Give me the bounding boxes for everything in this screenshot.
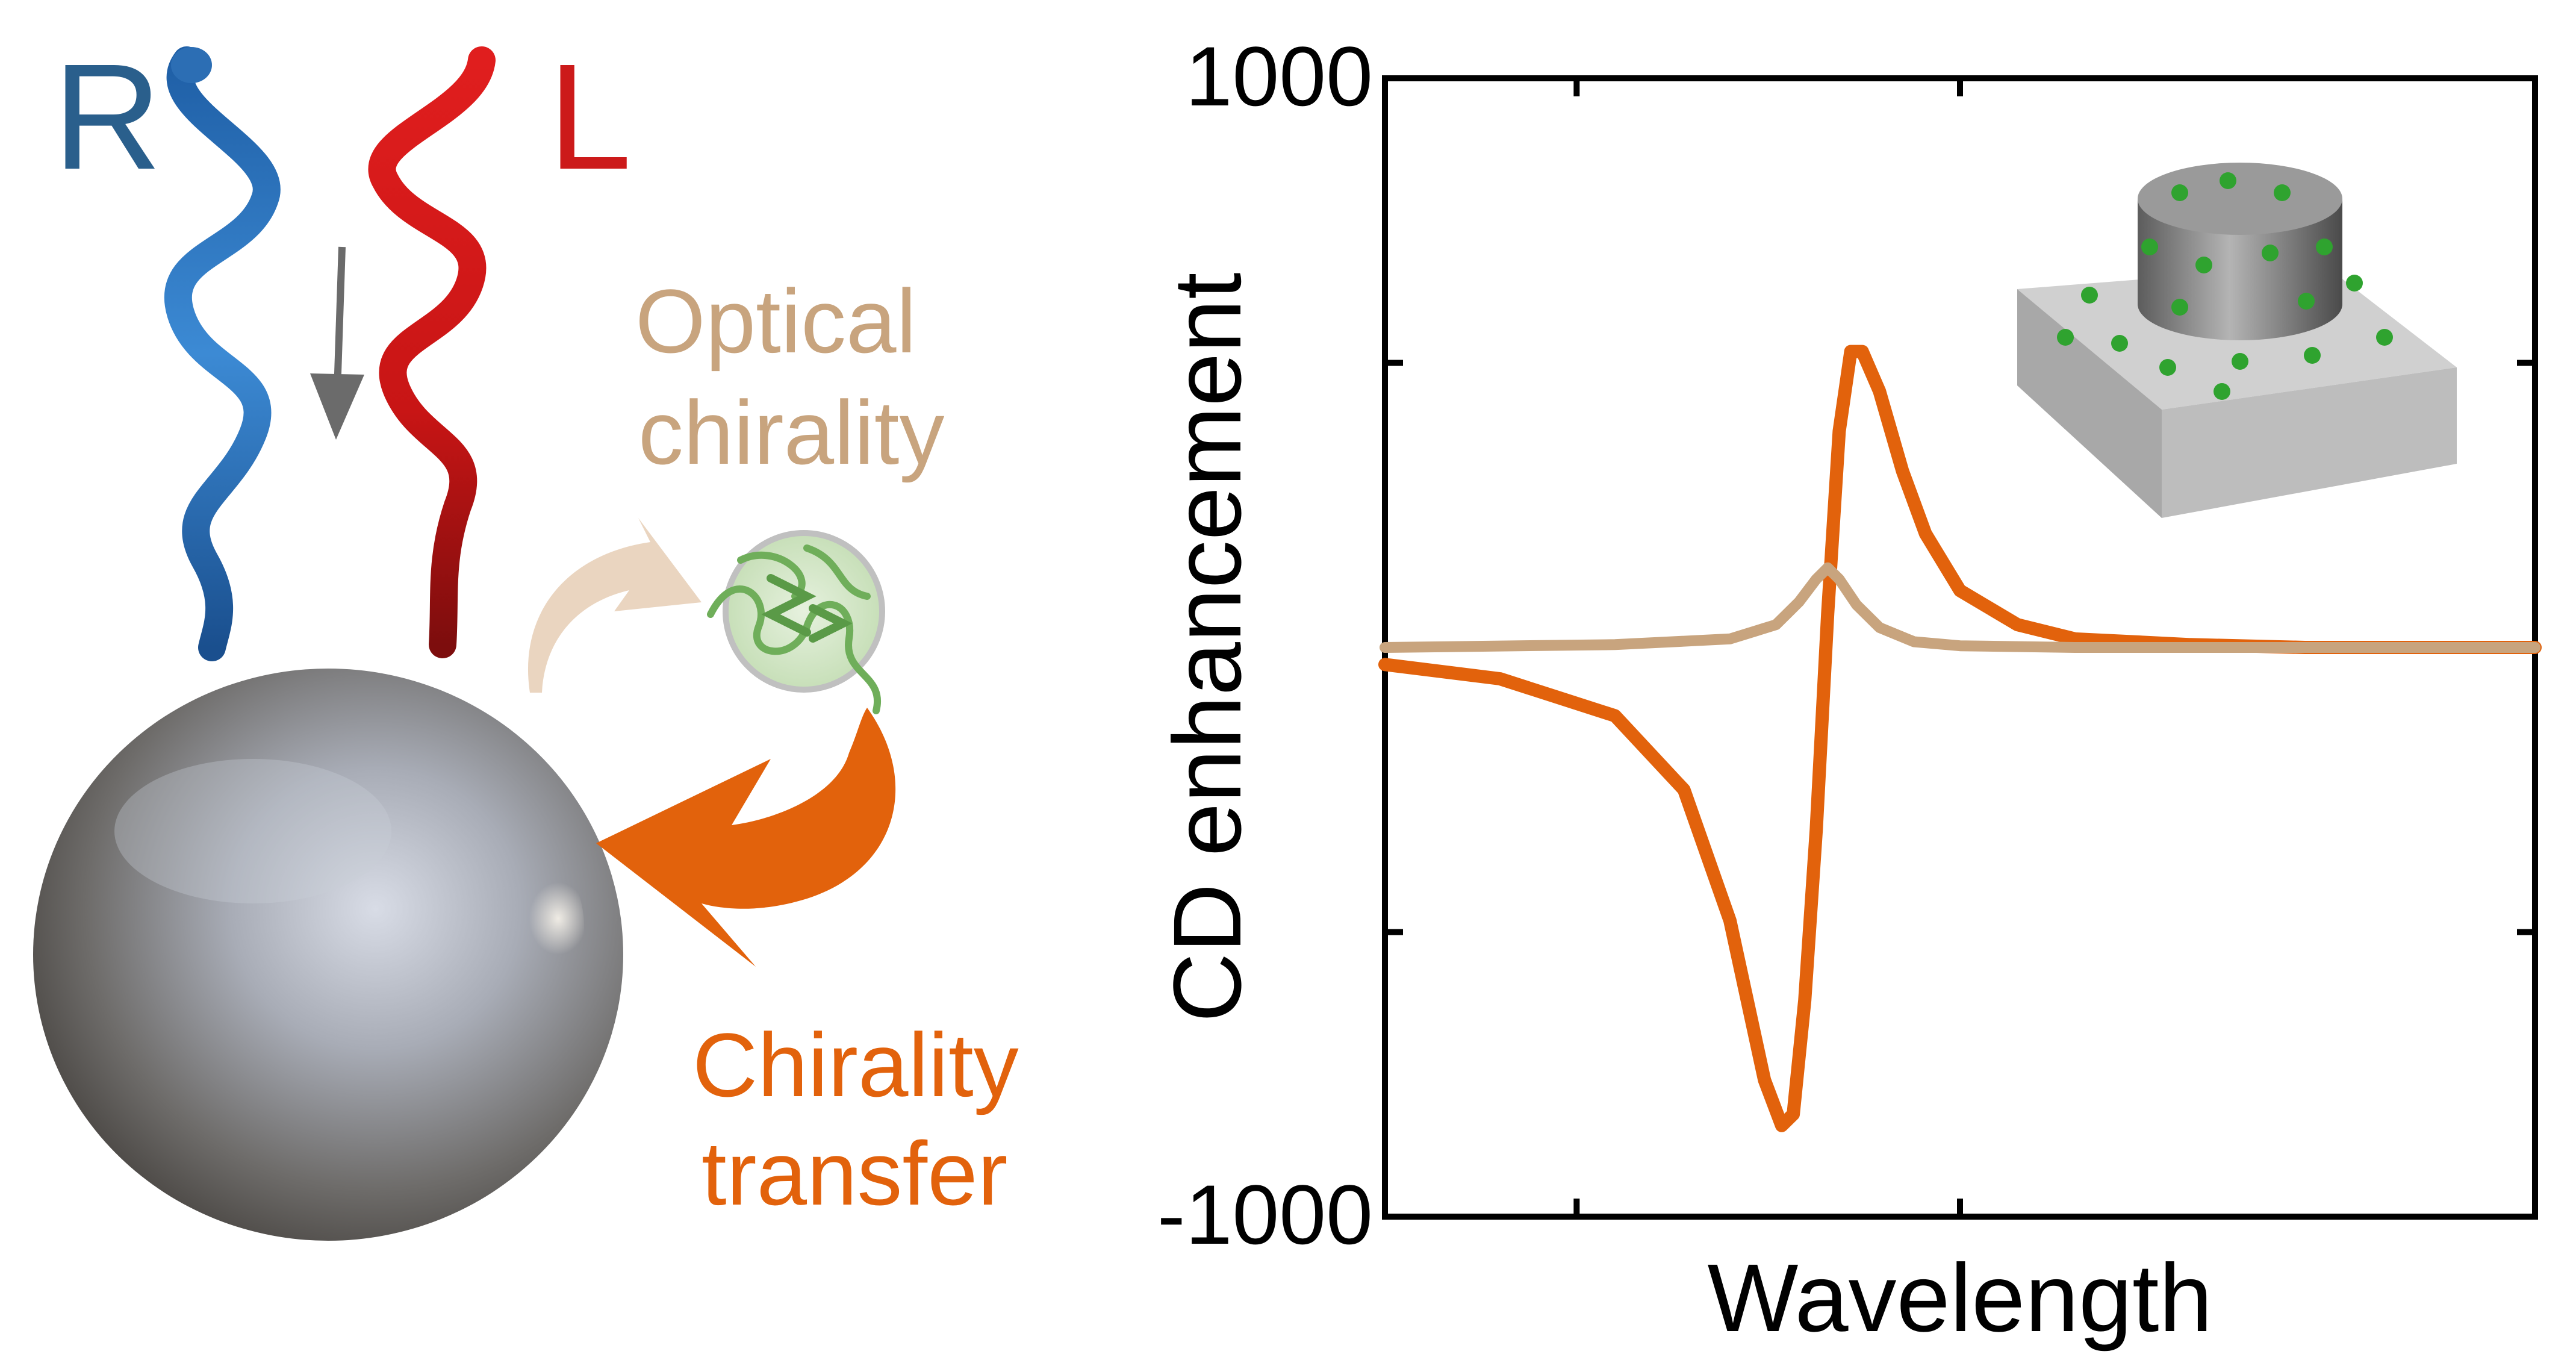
chirality-transfer-label-line2: transfer [702,1123,1008,1224]
optical-chirality-label-line1: Optical [635,270,916,372]
helix-left-icon [368,46,496,658]
down-arrow-icon [310,246,364,440]
sphere-icon [33,669,623,1241]
chirality-transfer-label-line1: Chirality [692,1014,1019,1115]
series-line-beige [1380,562,2540,653]
y-tick-label-bottom: -1000 [1157,1167,1373,1262]
curved-arrow-icon [596,708,896,967]
y-axis-label: CD enhancement [1153,272,1261,1022]
helix-right-cap [171,47,212,83]
optical-chirality-label-line2: chirality [638,382,944,483]
series-line-orange [1378,345,2542,1132]
series-layer [1378,345,2542,1132]
x-axis-label: Wavelength [1708,1244,2213,1352]
optical-arrow-icon [527,518,702,693]
y-tick-label-top: 1000 [1186,29,1373,123]
cd-chart: 1000 -1000 Wavelength CD enhancement [1153,29,2542,1352]
helix-right-icon [164,46,281,661]
right-handed-label: R [53,33,162,201]
molecule-icon [707,530,885,714]
left-handed-label: L [548,33,632,201]
nanodisk-icon [2017,163,2457,518]
